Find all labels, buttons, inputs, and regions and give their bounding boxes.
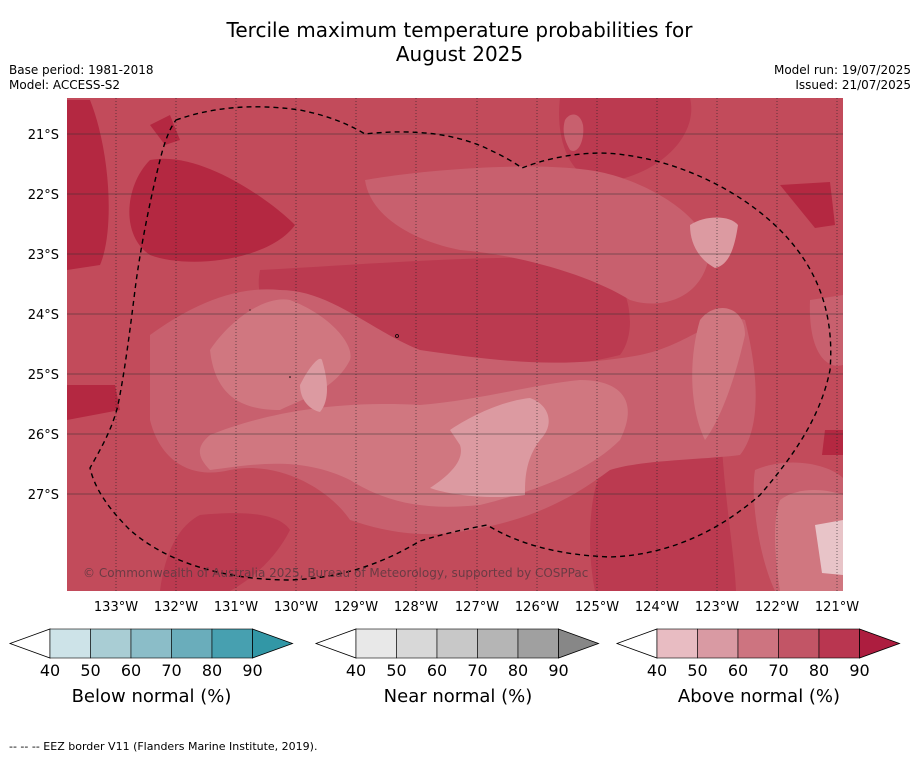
map-title: Tercile maximum temperature probabilitie… [0, 18, 919, 66]
run-info: Model run: 19/07/2025 Issued: 21/07/2025 [774, 63, 911, 93]
colorbar-tick: 60 [427, 661, 447, 680]
above-normal-label: Above normal (%) [677, 686, 841, 707]
base-period: Base period: 1981-2018 [9, 63, 154, 77]
probability-field: © Commonwealth of Australia 2025, Bureau… [67, 98, 843, 591]
colorbar-segment [396, 628, 438, 659]
colorbar-tick: 80 [809, 661, 829, 680]
colorbar-tick: 50 [386, 661, 406, 680]
lon-label: 125°W [575, 600, 619, 615]
below-normal-label: Below normal (%) [71, 686, 232, 707]
lat-label: 27°S [28, 488, 59, 503]
lat-label: 23°S [28, 248, 59, 263]
title-line-1: Tercile maximum temperature probabilitie… [226, 18, 693, 42]
colorbar-segment [90, 628, 132, 659]
longitude-labels: 133°W 132°W 131°W 130°W 129°W 128°W 127°… [94, 600, 859, 615]
lat-label: 25°S [28, 368, 59, 383]
colorbar-extend-low [314, 628, 357, 659]
colorbar-tick: 60 [728, 661, 748, 680]
model-name: Model: ACCESS-S2 [9, 78, 121, 92]
graticule-parallels [67, 133, 843, 495]
lat-label: 22°S [28, 188, 59, 203]
colorbar-tick: 50 [687, 661, 707, 680]
lon-label: 131°W [214, 600, 258, 615]
lon-label: 129°W [334, 600, 378, 615]
colorbar-tick: 40 [40, 661, 60, 680]
colorbar-tick: 40 [346, 661, 366, 680]
lon-label: 122°W [755, 600, 799, 615]
colorbar-tick: 70 [161, 661, 181, 680]
title-line-2: August 2025 [395, 42, 524, 66]
colorbar-segment [656, 628, 698, 659]
lon-label: 121°W [815, 600, 859, 615]
colorbars: 40 50 60 70 80 90 40 50 60 70 80 90 40 50 60 70 80 90 [8, 628, 901, 680]
island-marker [395, 334, 399, 338]
colorbar-tick: 70 [467, 661, 487, 680]
colorbar-tick: 90 [242, 661, 262, 680]
model-info: Base period: 1981-2018 Model: ACCESS-S2 [9, 63, 154, 93]
colorbar-1: 40 50 60 70 80 90 [314, 628, 600, 680]
colorbar-segment [517, 628, 559, 659]
colorbar-extend-low [8, 628, 51, 659]
latitude-labels: 21°S 22°S 23°S 24°S 25°S 26°S 27°S [28, 128, 59, 503]
graticule-meridians [115, 98, 838, 591]
colorbar-segment [436, 628, 478, 659]
colorbar-tick: 90 [849, 661, 869, 680]
colorbar-tick: 80 [508, 661, 528, 680]
issued-date: Issued: 21/07/2025 [795, 78, 911, 92]
colorbar-segment [818, 628, 860, 659]
colorbar-tick: 90 [548, 661, 568, 680]
colorbar-segment [211, 628, 253, 659]
colorbar-tick: 40 [647, 661, 667, 680]
lon-label: 130°W [274, 600, 318, 615]
colorbar-extend-high [558, 628, 600, 659]
colorbar-tick: 50 [80, 661, 100, 680]
lat-label: 26°S [28, 428, 59, 443]
copyright-notice: © Commonwealth of Australia 2025, Bureau… [83, 566, 588, 580]
lon-label: 133°W [94, 600, 138, 615]
lat-label: 21°S [28, 128, 59, 143]
colorbar-tick: 80 [202, 661, 222, 680]
eez-border [89, 106, 832, 581]
colorbar-extend-low [615, 628, 658, 659]
colorbar-tick: 70 [768, 661, 788, 680]
lon-label: 126°W [515, 600, 559, 615]
near-normal-label: Near normal (%) [383, 686, 533, 707]
colorbar-segment [737, 628, 779, 659]
colorbar-extend-high [859, 628, 901, 659]
lon-label: 132°W [154, 600, 198, 615]
colorbar-segment [130, 628, 172, 659]
eez-footnote: -- -- -- EEZ border V11 (Flanders Marine… [9, 740, 318, 753]
colorbar-2: 40 50 60 70 80 90 [615, 628, 901, 680]
colorbar-tick: 60 [121, 661, 141, 680]
colorbar-segment [477, 628, 519, 659]
lat-label: 24°S [28, 308, 59, 323]
colorbar-segment [171, 628, 213, 659]
colorbar-segment [355, 628, 397, 659]
colorbar-extend-high [252, 628, 294, 659]
lon-label: 127°W [455, 600, 499, 615]
colorbar-segment [778, 628, 820, 659]
island-marker [249, 309, 251, 311]
model-run-date: Model run: 19/07/2025 [773, 63, 911, 77]
lon-label: 124°W [635, 600, 679, 615]
lon-label: 123°W [695, 600, 739, 615]
colorbar-0: 40 50 60 70 80 90 [8, 628, 294, 680]
colorbar-segment [697, 628, 739, 659]
colorbar-segment [49, 628, 91, 659]
lon-label: 128°W [394, 600, 438, 615]
island-marker [289, 376, 291, 378]
